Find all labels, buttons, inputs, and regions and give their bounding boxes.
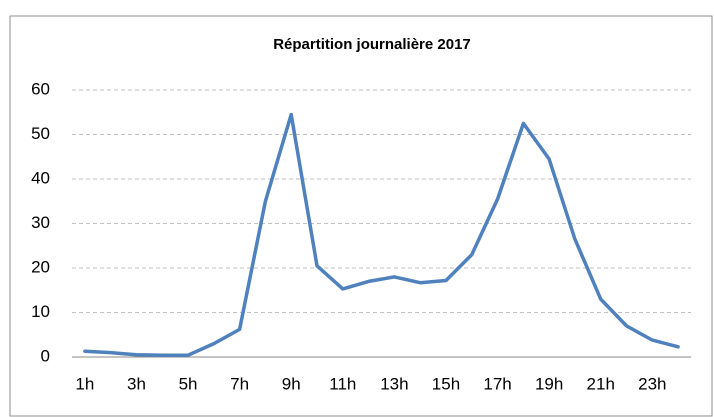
chart-frame (9, 15, 713, 417)
x-tick-label: 7h (230, 374, 249, 393)
x-tick-label: 13h (380, 374, 408, 393)
x-tick-label: 21h (587, 374, 615, 393)
y-tick-label: 0 (41, 346, 50, 365)
chart-title: Répartition journalière 2017 (273, 36, 471, 53)
y-tick-label: 30 (31, 213, 50, 232)
y-tick-label: 50 (31, 124, 50, 143)
x-tick-label: 19h (535, 374, 563, 393)
x-tick-label: 1h (75, 374, 94, 393)
y-tick-label: 60 (31, 79, 50, 98)
x-tick-label: 3h (127, 374, 146, 393)
x-tick-label: 5h (179, 374, 198, 393)
x-tick-label: 23h (638, 374, 666, 393)
x-tick-label: 9h (282, 374, 301, 393)
y-tick-label: 20 (31, 257, 50, 276)
x-tick-label: 11h (329, 374, 356, 393)
y-tick-label: 10 (31, 302, 50, 321)
x-tick-label: 17h (483, 374, 511, 393)
data-line (83, 112, 680, 357)
y-tick-label: 40 (31, 168, 50, 187)
x-tick-label: 15h (432, 374, 460, 393)
